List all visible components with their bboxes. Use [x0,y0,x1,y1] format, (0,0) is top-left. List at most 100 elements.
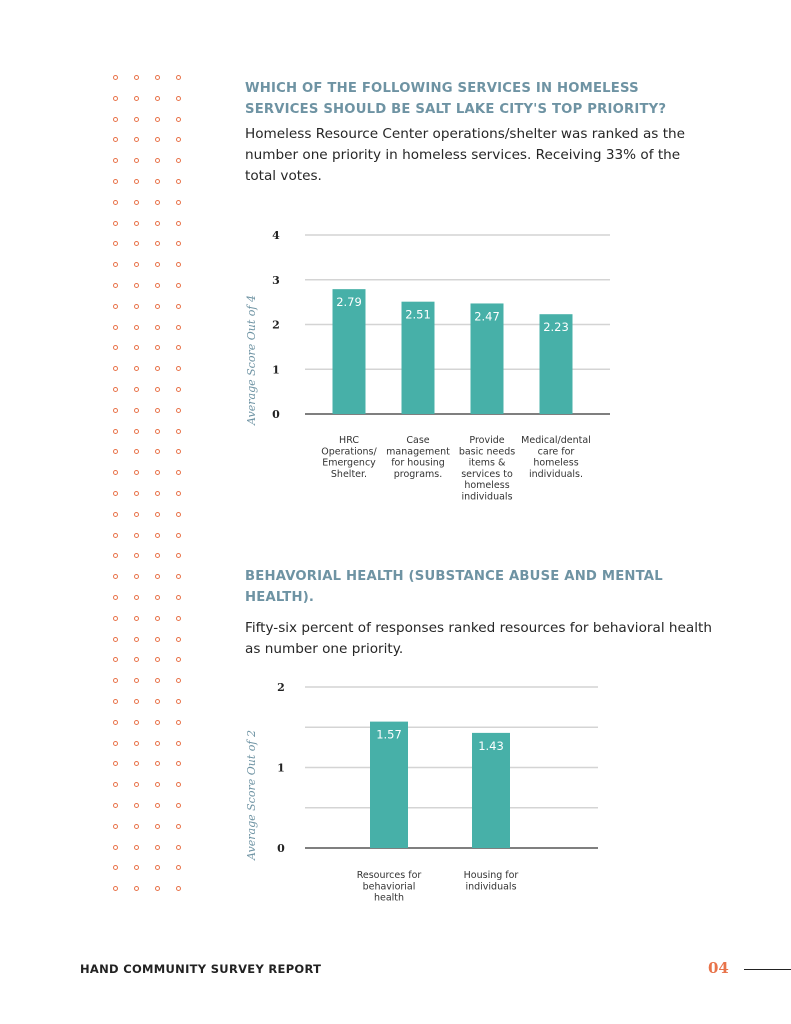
decorative-dot [155,761,160,767]
decorative-dot [113,241,118,247]
decorative-dot [155,345,160,351]
decorative-dot [176,470,181,476]
y-tick-label: 2 [272,319,280,332]
category-label: Operations/ [321,446,377,457]
decorative-dot [155,220,160,226]
decorative-dot [134,220,139,226]
decorative-dot [176,761,181,767]
decorative-dot [134,615,139,621]
decorative-dot [155,782,160,788]
decorative-dot [134,511,139,517]
decorative-dot [176,511,181,517]
decorative-dot [113,823,118,829]
category-label: management [386,446,450,457]
decorative-dot [134,823,139,829]
decorative-dot [134,470,139,476]
category-label: Provide [469,435,504,446]
decorative-dot [113,75,118,80]
decorative-dot [113,283,118,288]
decorative-dot [134,179,139,184]
decorative-dot [176,615,181,621]
category-label: HRC [339,435,359,446]
decorative-dot [155,75,160,80]
decorative-dot [155,470,160,476]
bar [539,314,573,414]
decorative-dot [176,823,181,829]
decorative-dot [113,740,118,746]
decorative-dot [155,844,160,850]
decorative-dot [113,449,118,455]
decorative-dot [134,532,139,538]
bar-value-label: 2.51 [405,308,431,322]
decorative-dot [155,803,160,808]
decorative-dot [113,470,118,476]
decorative-dot [113,532,118,538]
y-tick-label: 0 [272,408,280,421]
decorative-dot [155,511,160,517]
decorative-dot [176,803,181,808]
decorative-dot [155,158,160,164]
decorative-dot [113,886,118,892]
decorative-dot [134,491,139,496]
decorative-dot [113,761,118,767]
decorative-dot [113,95,118,101]
y-axis-label: Average Score Out of 4 [245,295,258,426]
decorative-dot [155,553,160,559]
y-tick-label: 1 [272,363,280,376]
decorative-dot [176,303,181,309]
decorative-dot [134,345,139,351]
y-tick-label: 1 [277,762,285,775]
decorative-dot [176,595,181,600]
decorative-dot [113,574,118,580]
category-label: Resources for [357,870,422,881]
decorative-dot [176,699,181,704]
decorative-dot [155,262,160,268]
decorative-dot [155,615,160,621]
bar [370,721,408,848]
decorative-dot [155,199,160,205]
category-label: individuals. [529,469,583,480]
decorative-dot [134,262,139,268]
decorative-dot [113,428,118,434]
decorative-dot [113,678,118,684]
decorative-dot [155,595,160,600]
footer-divider [744,969,791,970]
decorative-dot [134,449,139,455]
decorative-dot [134,116,139,122]
decorative-dot [155,699,160,704]
decorative-dot [176,553,181,559]
decorative-dot [155,387,160,392]
decorative-dot [176,345,181,351]
category-label: Emergency [322,458,376,469]
category-label: Case [406,435,429,446]
decorative-dot [134,574,139,580]
decorative-dot [113,782,118,788]
decorative-dot [176,137,181,143]
decorative-dot [134,324,139,330]
decorative-dot [113,553,118,559]
decorative-dot [155,657,160,663]
section-paragraph-homeless-services: Homeless Resource Center operations/shel… [245,126,686,184]
decorative-dot [176,366,181,372]
category-label: Medical/dental [521,435,591,446]
decorative-dot [134,740,139,746]
decorative-dot [176,428,181,434]
decorative-dot [176,491,181,496]
y-tick-label: 0 [277,842,285,855]
decorative-dot [176,75,181,80]
decorative-dot [113,844,118,850]
decorative-dot [155,574,160,580]
decorative-dot [134,595,139,600]
decorative-dot [176,387,181,392]
decorative-dot [113,865,118,871]
decorative-dot [176,179,181,184]
decorative-dot [134,428,139,434]
decorative-dot [155,449,160,455]
decorative-dot [176,886,181,892]
decorative-dot [113,116,118,122]
footer-report-title: HAND COMMUNITY SURVEY REPORT [80,962,322,976]
decorative-dot [155,241,160,247]
decorative-dot [155,303,160,309]
